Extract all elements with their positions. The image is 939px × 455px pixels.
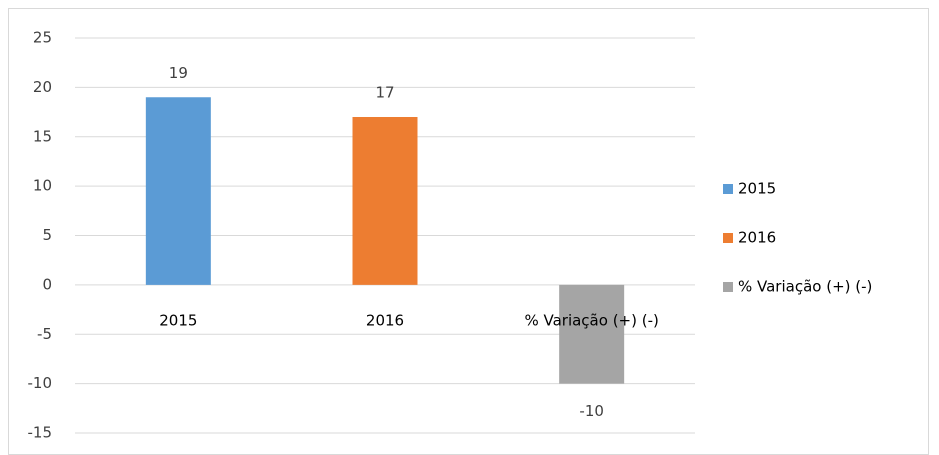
legend-label: % Variação (+) (-)	[738, 278, 872, 296]
y-tick-label: 0	[42, 275, 52, 293]
y-tick-label: -5	[37, 325, 52, 343]
legend-swatch	[723, 184, 733, 194]
y-tick-label: -15	[28, 424, 53, 442]
legend-swatch	[723, 233, 733, 243]
data-label: 19	[169, 64, 188, 82]
legend-label: 2015	[738, 180, 776, 198]
bar	[145, 97, 211, 285]
y-tick-label: -10	[28, 374, 53, 392]
y-tick-label: 20	[33, 78, 52, 96]
y-tick-label: 25	[33, 29, 52, 47]
legend-swatch	[723, 282, 733, 292]
y-tick-label: 15	[33, 127, 52, 145]
y-tick-label: 10	[33, 177, 52, 195]
data-label: 17	[375, 84, 394, 102]
y-tick-label: 5	[42, 226, 52, 244]
data-label: -10	[579, 402, 604, 420]
x-tick-label: 2015	[159, 311, 197, 329]
x-tick-label: 2016	[366, 311, 404, 329]
legend-label: 2016	[738, 229, 776, 247]
bar	[352, 117, 418, 285]
bar	[559, 284, 625, 384]
x-tick-label: % Variação (+) (-)	[524, 311, 658, 329]
